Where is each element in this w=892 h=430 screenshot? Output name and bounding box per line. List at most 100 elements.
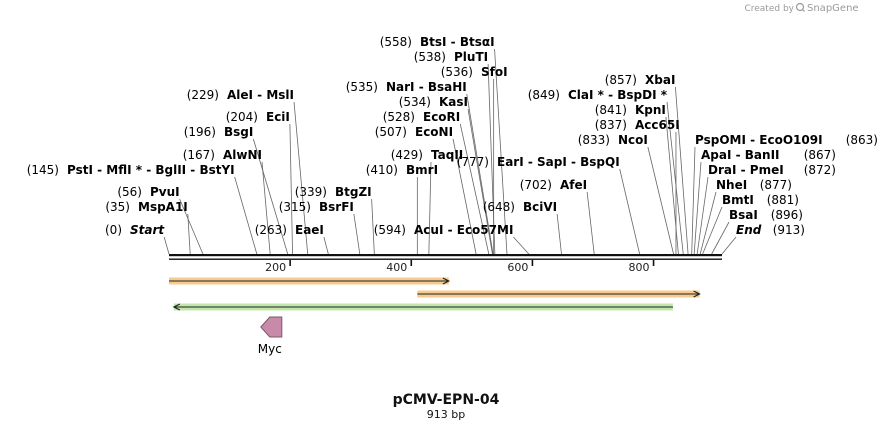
site-name: BsgI — [224, 125, 253, 139]
site-start[interactable]: (0) Start — [105, 223, 165, 237]
site-position: (56) — [117, 185, 142, 199]
site-bsrfi[interactable]: (315) BsrFI — [279, 200, 354, 214]
site-btgzi[interactable]: (339) BtgZI — [295, 185, 372, 199]
site-position: (896) — [771, 208, 803, 222]
site-name: EcoRI — [423, 110, 460, 124]
ruler-tick-label: 400 — [386, 261, 407, 274]
site-sfoi[interactable]: (536) SfoI — [441, 65, 508, 79]
site-pspomi-ecoo109i[interactable]: (863) PspOMI - EcoO109I — [695, 133, 878, 147]
site-connector — [556, 213, 562, 255]
orf-arrow-3[interactable] — [172, 303, 673, 311]
plasmid-name: pCMV-EPN-04 — [393, 392, 500, 408]
site-clai-bspdi[interactable]: (849) ClaI * - BspDI * — [528, 88, 668, 102]
site-name: EciI — [266, 110, 290, 124]
site-position: (528) — [383, 110, 415, 124]
feature-myc[interactable]: Myc — [258, 316, 283, 356]
site-name: Start — [130, 223, 165, 237]
site-connector — [586, 191, 595, 255]
site-connector — [323, 236, 329, 255]
site-bsai[interactable]: (896) BsaI — [729, 208, 803, 222]
site-connector — [163, 236, 170, 255]
site-ecii[interactable]: (204) EciI — [226, 110, 290, 124]
site-position: (877) — [760, 178, 792, 192]
site-connector — [696, 176, 709, 255]
site-econi[interactable]: (507) EcoNI — [375, 125, 453, 139]
site-afei[interactable]: (702) AfeI — [520, 178, 587, 192]
backbone-line-lower — [169, 258, 722, 260]
site-alwni[interactable]: (167) AlwNI — [183, 148, 262, 162]
site-name: PstI - MflI * - BglII - BstYI — [67, 163, 235, 177]
site-ecori[interactable]: (528) EcoRI — [383, 110, 461, 124]
site-acui-eco57mi[interactable]: (594) AcuI - Eco57MI — [374, 223, 514, 237]
site-position: (145) — [27, 163, 59, 177]
site-connector — [513, 236, 530, 255]
site-position: (429) — [391, 148, 423, 162]
myc-arrow-icon — [260, 316, 283, 338]
site-position: (777) — [457, 155, 489, 169]
site-position: (535) — [346, 80, 378, 94]
site-taqii[interactable]: (429) TaqII — [391, 148, 464, 162]
site-position: (410) — [366, 163, 398, 177]
feature-label: Myc — [258, 342, 282, 356]
site-connector — [234, 176, 258, 255]
site-ncoi[interactable]: (833) NcoI — [578, 133, 648, 147]
site-bmti[interactable]: (881) BmtI — [722, 193, 799, 207]
site-name: AleI - MslI — [227, 88, 294, 102]
site-position: (867) — [804, 148, 836, 162]
orf-arrow-2[interactable] — [417, 290, 701, 298]
site-connector — [371, 198, 375, 255]
site-connector — [711, 221, 730, 255]
site-mspa1i[interactable]: (35) MspA1I — [105, 200, 187, 214]
site-bcivi[interactable]: (648) BciVI — [483, 200, 557, 214]
site-name: TaqII — [431, 148, 463, 162]
site-bsgi[interactable]: (196) BsgI — [184, 125, 254, 139]
site-position: (507) — [375, 125, 407, 139]
orf-arrow-1[interactable] — [169, 277, 451, 285]
site-name: EcoNI — [415, 125, 453, 139]
site-position: (534) — [399, 95, 431, 109]
site-psti-mfli-bglii-bstyi[interactable]: (145) PstI - MflI * - BglII - BstYI — [27, 163, 235, 177]
site-eari-sapi-bspqi[interactable]: (777) EarI - SapI - BspQI — [457, 155, 620, 169]
site-name: AlwNI — [223, 148, 262, 162]
site-alei-msli[interactable]: (229) AleI - MslI — [187, 88, 294, 102]
site-connector — [466, 93, 494, 255]
site-position: (339) — [295, 185, 327, 199]
site-xbai[interactable]: (857) XbaI — [605, 73, 676, 87]
site-name: Acc65I — [635, 118, 680, 132]
site-name: KasI — [439, 95, 468, 109]
site-position: (35) — [105, 200, 130, 214]
site-kpni[interactable]: (841) KpnI — [595, 103, 666, 117]
site-pvui[interactable]: (56) PvuI — [117, 185, 179, 199]
backbone-line — [169, 254, 722, 257]
site-pluti[interactable]: (538) PluTI — [414, 50, 488, 64]
site-connector — [187, 213, 191, 255]
site-name: End — [736, 223, 762, 237]
site-eaei[interactable]: (263) EaeI — [255, 223, 324, 237]
site-name: AfeI — [560, 178, 587, 192]
site-name: NheI — [716, 178, 747, 192]
site-btsi-bts-i[interactable]: (558) BtsI - BtsαI — [380, 35, 495, 49]
site-nari-bsahi[interactable]: (535) NarI - BsaHI — [346, 80, 467, 94]
site-apai-banii[interactable]: (867) ApaI - BanII — [701, 148, 836, 162]
site-position: (872) — [804, 163, 836, 177]
site-connector — [619, 168, 641, 255]
site-name: ApaI - BanII — [701, 148, 780, 162]
site-position: (0) — [105, 223, 122, 237]
site-connector — [487, 63, 496, 255]
site-position: (857) — [605, 73, 637, 87]
site-name: EarI - SapI - BspQI — [497, 155, 620, 169]
site-position: (536) — [441, 65, 473, 79]
site-position: (167) — [183, 148, 215, 162]
site-acc65i[interactable]: (837) Acc65I — [595, 118, 680, 132]
site-kasi[interactable]: (534) KasI — [399, 95, 468, 109]
site-position: (833) — [578, 133, 610, 147]
site-end[interactable]: (913) End — [736, 223, 805, 237]
site-name: PluTI — [454, 50, 488, 64]
site-name: EaeI — [295, 223, 324, 237]
site-drai-pmei[interactable]: (872) DraI - PmeI — [708, 163, 836, 177]
site-connector — [691, 146, 696, 255]
site-bmri[interactable]: (410) BmrI — [366, 163, 438, 177]
site-nhei[interactable]: (877) NheI — [716, 178, 792, 192]
site-connector — [467, 108, 493, 255]
